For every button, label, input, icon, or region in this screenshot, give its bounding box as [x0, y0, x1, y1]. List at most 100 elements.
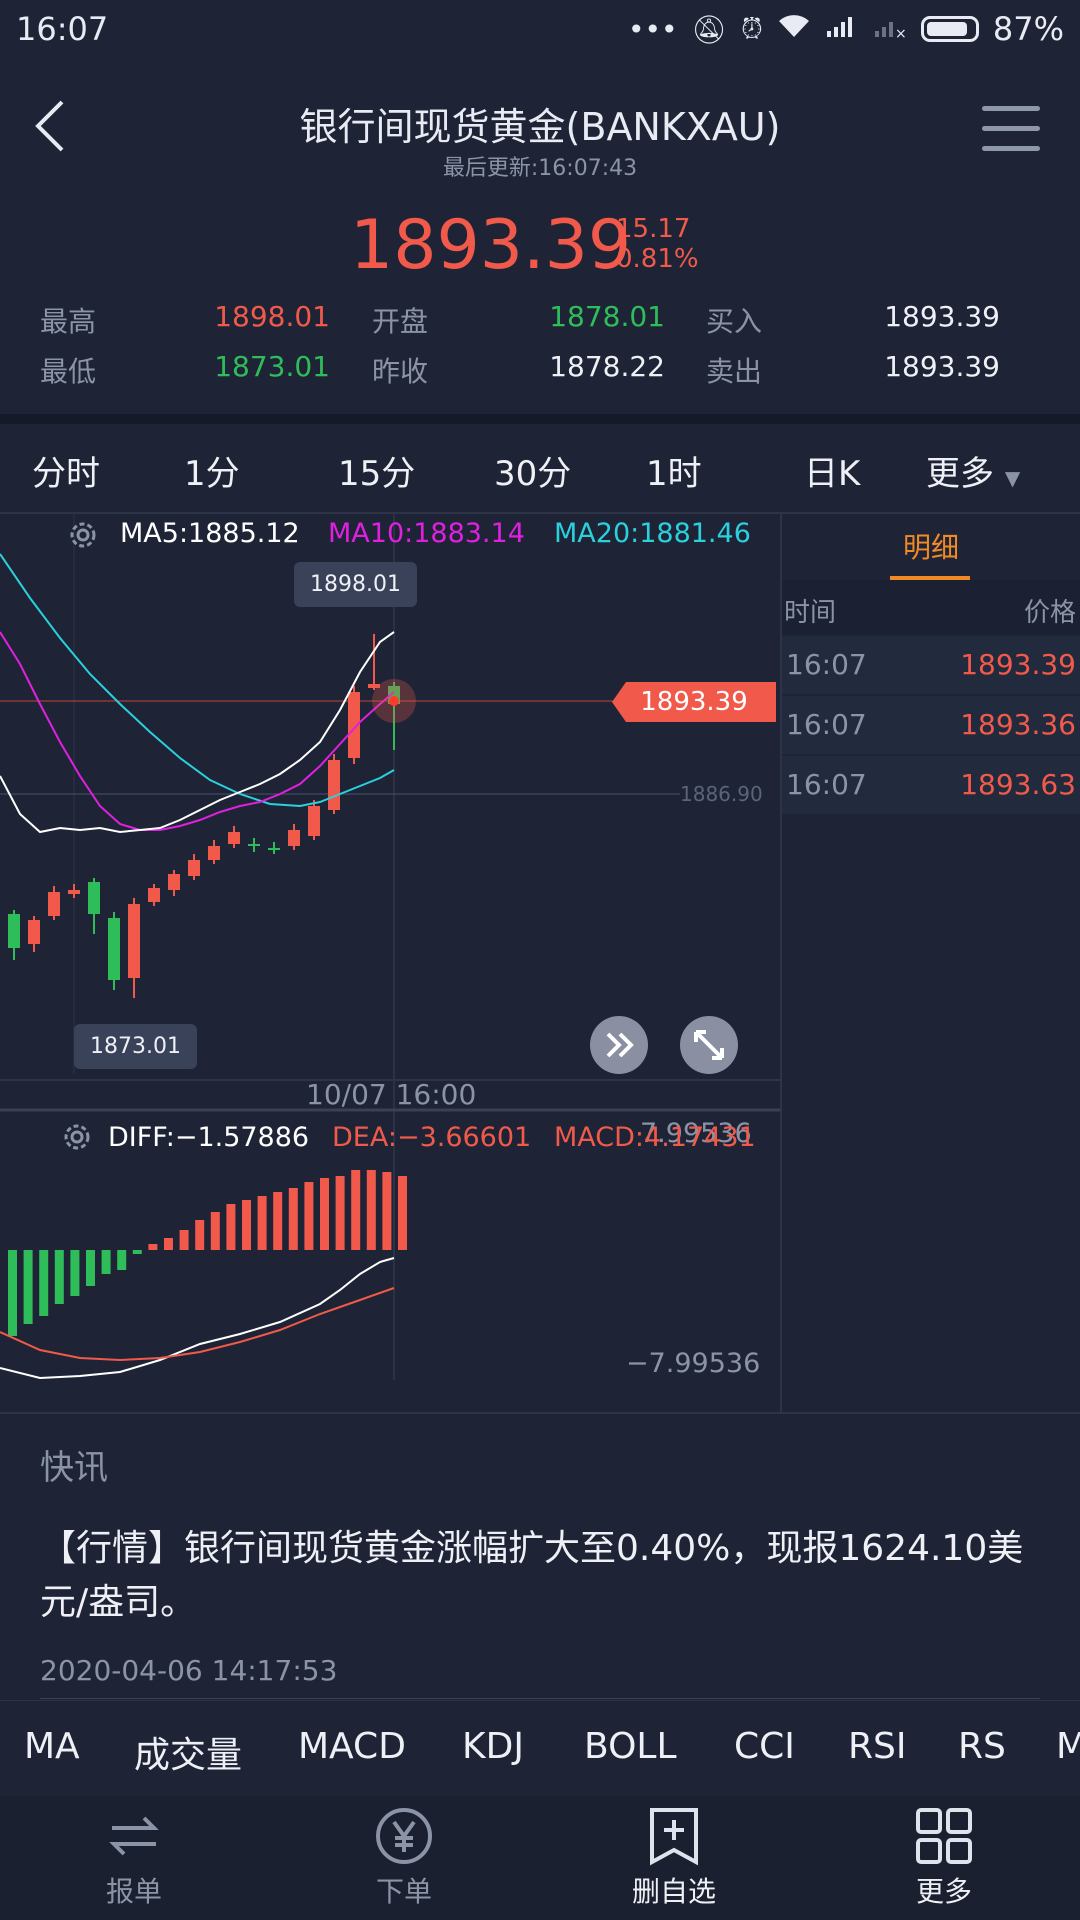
open-label: 开盘: [372, 305, 429, 338]
candle-body: [348, 692, 360, 758]
yen-circle-icon: [376, 1808, 432, 1864]
tab-fenshi[interactable]: 分时: [32, 454, 100, 494]
expand-icon: [694, 1030, 724, 1060]
nav-orders[interactable]: 报单: [54, 1806, 214, 1910]
prev-close-value: 1878.22: [549, 350, 665, 383]
macd-bar: [226, 1204, 236, 1250]
candle-body: [248, 844, 260, 846]
ind-tab-volume[interactable]: 成交量: [134, 1735, 243, 1776]
fullscreen-button[interactable]: [680, 1016, 738, 1074]
ma10-line: [0, 631, 395, 831]
candle-body: [128, 904, 140, 978]
dea-line: [0, 1287, 395, 1362]
section-divider: [0, 414, 1080, 424]
tab-15min[interactable]: 15分: [338, 454, 416, 494]
svg-text:×: ×: [895, 26, 907, 39]
tab-30min[interactable]: 30分: [494, 454, 572, 494]
wifi-icon: [777, 13, 811, 46]
tab-detail[interactable]: 明细: [782, 514, 1080, 580]
time-axis-label: 10/07 16:00: [306, 1078, 477, 1111]
candle-body: [148, 888, 160, 902]
macd-bar: [23, 1250, 33, 1324]
kline-chart[interactable]: [0, 514, 780, 1414]
scroll-latest-button[interactable]: [590, 1016, 648, 1074]
macd-bar: [70, 1250, 80, 1296]
status-time: 16:07: [16, 10, 109, 48]
ma-settings-icon[interactable]: [66, 518, 100, 556]
high-label: 最高: [40, 305, 97, 338]
news-text[interactable]: 【行情】银行间现货黄金涨幅扩大至0.40%，现报1624.10美元/盎司。: [40, 1528, 1024, 1623]
alarm-icon: ⏰︎: [741, 12, 763, 45]
menu-button[interactable]: [982, 106, 1040, 154]
nav-remove-watchlist[interactable]: 删自选: [594, 1806, 754, 1910]
tab-divider: [0, 512, 1080, 514]
macd-bar: [335, 1176, 345, 1250]
page-title: 银行间现货黄金(BANKXAU): [299, 105, 781, 149]
col-time: 时间: [784, 598, 837, 628]
macd-bar: [117, 1250, 127, 1270]
news-divider: [0, 1412, 1080, 1414]
row-time: 16:07: [786, 708, 867, 741]
bookmark-plus-icon: [650, 1808, 698, 1866]
back-button[interactable]: [30, 98, 80, 158]
bid-value: 1893.39: [884, 300, 1000, 333]
status-icons: ••• 🔕︎ ⏰︎ × 87%: [628, 10, 1064, 48]
nav-more[interactable]: 更多: [864, 1806, 1024, 1910]
ref-price-label: 1886.90: [680, 782, 763, 806]
row-time: 16:07: [786, 768, 867, 801]
nav-remove-watchlist-label: 删自选: [631, 1875, 716, 1908]
mute-icon: 🔕︎: [691, 12, 728, 46]
macd-settings-icon[interactable]: [60, 1120, 94, 1158]
low-label: 最低: [40, 355, 97, 388]
hamburger-icon-bar: [982, 126, 1040, 131]
news-title: 快讯: [40, 1448, 108, 1488]
ind-tab-more[interactable]: M: [1056, 1726, 1080, 1767]
ind-tab-rsi[interactable]: RSI: [848, 1726, 907, 1767]
ind-tab-kdj[interactable]: KDJ: [462, 1726, 524, 1767]
macd-bar: [366, 1170, 376, 1250]
macd-bar: [54, 1250, 64, 1304]
candle-body: [28, 920, 40, 944]
change-amount: 15.17: [616, 214, 691, 244]
battery-percent: 87%: [992, 10, 1064, 48]
open-value: 1878.01: [549, 300, 665, 333]
hamburger-icon: [982, 106, 1040, 111]
ind-tab-ma[interactable]: MA: [24, 1726, 80, 1767]
ind-tab-boll[interactable]: BOLL: [584, 1726, 677, 1767]
tab-1min[interactable]: 1分: [184, 454, 240, 494]
ind-tab-cci[interactable]: CCI: [734, 1726, 795, 1767]
candle-body: [88, 882, 100, 914]
price-change: 15.17 0.81%: [616, 214, 699, 274]
macd-bar: [288, 1188, 298, 1250]
ma10-value: MA10:1883.14: [328, 518, 525, 549]
ma5-value: MA5:1885.12: [120, 518, 300, 549]
ind-tab-rs[interactable]: RS: [958, 1726, 1006, 1767]
high-bubble: 1898.01: [294, 562, 417, 607]
candle-body: [368, 684, 380, 688]
candle-body: [168, 874, 180, 890]
low-bubble: 1873.01: [74, 1024, 197, 1069]
macd-bar: [398, 1176, 407, 1250]
last-update: 最后更新:16:07:43: [442, 156, 638, 181]
tab-daily-k[interactable]: 日K: [804, 454, 861, 494]
macd-bar: [179, 1230, 189, 1250]
macd-bar: [320, 1178, 329, 1250]
diff-line: [0, 1257, 395, 1380]
tab-more[interactable]: 更多 ▼: [926, 446, 1020, 495]
ask-value: 1893.39: [884, 350, 1000, 383]
diff-value: DIFF:−1.57886: [108, 1122, 310, 1153]
candle-body: [308, 806, 320, 836]
more-dots-icon: •••: [627, 12, 678, 46]
candle-body: [68, 890, 80, 894]
row-price: 1893.63: [960, 768, 1076, 801]
macd-bar: [382, 1172, 392, 1250]
low-value: 1873.01: [214, 350, 330, 383]
tab-underline: [890, 576, 970, 581]
panel-separator: [780, 514, 782, 1414]
macd-bar: [132, 1250, 142, 1254]
ind-tab-macd[interactable]: MACD: [298, 1726, 406, 1767]
tab-1hour[interactable]: 1时: [646, 454, 702, 494]
dropdown-triangle-icon: ▼: [1004, 466, 1021, 490]
detail-row: 16:07 1893.36: [782, 696, 1080, 754]
nav-place-order[interactable]: 下单: [324, 1806, 484, 1910]
